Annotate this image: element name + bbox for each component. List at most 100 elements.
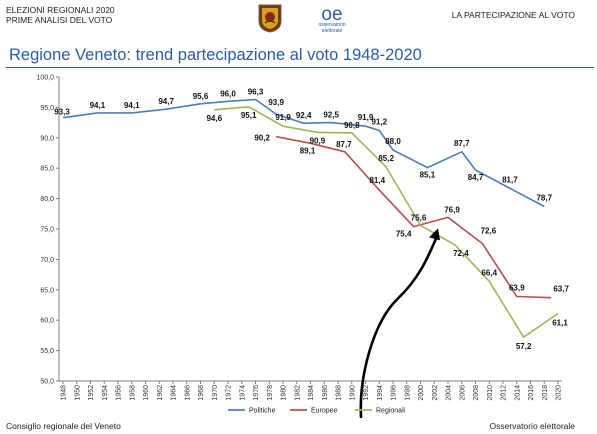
data-label-politiche: 93,3 [54, 108, 70, 117]
x-tick-label: 1994 [377, 385, 384, 401]
chart-title: Regione Veneto: trend partecipazione al … [9, 46, 422, 64]
data-label-regionali: 91,9 [275, 113, 291, 122]
data-label-regionali: 90,8 [344, 121, 360, 130]
x-tick-label: 2000 [418, 385, 425, 401]
data-label-europee: 76,9 [444, 205, 460, 214]
data-label-politiche: 84,7 [468, 173, 484, 182]
y-tick-label: 50,0 [40, 379, 54, 386]
x-tick-label: 2012 [501, 385, 508, 401]
data-label-regionali: 75,6 [411, 213, 427, 222]
y-tick-label: 85,0 [40, 166, 54, 173]
x-tick-label: 2014 [514, 385, 521, 401]
data-label-europee: 87,7 [336, 140, 352, 149]
y-tick-label: 70,0 [40, 257, 54, 264]
data-label-politiche: 94,1 [124, 101, 140, 110]
data-label-politiche: 93,9 [268, 98, 284, 107]
annotation-arrow-head [429, 228, 440, 241]
data-label-politiche: 78,7 [536, 194, 552, 203]
x-tick-label: 2020 [556, 385, 563, 401]
data-label-europee: 75,4 [396, 230, 412, 239]
header-subtitle-block: ELEZIONI REGIONALI 2020 PRIME ANALISI DE… [6, 5, 115, 25]
x-tick-label: 1988 [336, 385, 343, 401]
x-tick-label: 1990 [349, 385, 356, 401]
data-label-europee: 81,4 [369, 176, 385, 185]
x-tick-label: 2006 [459, 385, 466, 401]
y-tick-label: 60,0 [40, 318, 54, 325]
x-tick-label: 2010 [487, 385, 494, 401]
header-line-2: PRIME ANALISI DEL VOTO [6, 15, 113, 25]
y-tick-label: 65,0 [40, 287, 54, 294]
data-label-politiche: 94,7 [158, 97, 174, 106]
y-tick-label: 75,0 [40, 227, 54, 234]
annotation-arrow-shaft [359, 235, 439, 418]
data-label-politiche: 95,6 [193, 92, 209, 101]
data-label-politiche: 96,3 [248, 87, 264, 96]
oe-logo-caption: osservatorio elettorale [312, 22, 352, 34]
x-tick-label: 1982 [294, 385, 301, 401]
data-label-politiche: 87,7 [454, 139, 470, 148]
oe-logo-icon: oe [321, 4, 342, 25]
data-label-politiche: 92,4 [296, 111, 312, 120]
y-tick-label: 80,0 [40, 196, 54, 203]
x-tick-label: 2004 [446, 385, 453, 401]
x-tick-label: 1960 [143, 385, 150, 401]
series-line-regionali [214, 105, 559, 339]
x-tick-label: 2002 [432, 385, 439, 401]
x-tick-label: 1986 [322, 385, 329, 401]
data-label-regionali: 85,2 [378, 154, 394, 163]
footer-left-text: Consiglio regionale del Veneto [6, 421, 121, 431]
x-tick-label: 2018 [542, 385, 549, 401]
x-tick-label: 2008 [473, 385, 480, 401]
data-label-regionali: 90,9 [310, 136, 326, 145]
veneto-seal-logo [258, 4, 282, 33]
line-chart: 50,0 55,0 60,0 65,0 70,0 75,0 80,0 85,0 90,0 95,0… [36, 75, 569, 418]
data-label-politiche: 81,7 [502, 175, 518, 184]
y-tick-label: 55,0 [40, 348, 54, 355]
data-label-regionali: 72,4 [453, 249, 469, 258]
x-tick-label: 2016 [528, 385, 535, 401]
x-tick-label: 1974 [239, 385, 246, 401]
x-tick-label: 1996 [391, 385, 398, 401]
data-label-politiche: 88,0 [385, 137, 401, 146]
data-label-regionali: 61,1 [552, 319, 568, 328]
oe-logo-caption-line1: osservatorio [318, 22, 346, 28]
y-tick-label: 95,0 [40, 105, 54, 112]
x-tick-label: 1998 [404, 385, 411, 401]
title-divider [6, 67, 594, 68]
series-line-europee [275, 135, 552, 299]
x-tick-label: 1968 [198, 385, 205, 401]
x-tick-label: 1966 [184, 385, 191, 401]
x-tick-label: 1948 [61, 385, 68, 401]
data-label-politiche: 85,1 [420, 171, 436, 180]
data-label-politiche: 96,0 [220, 89, 236, 98]
data-label-europee: 63,9 [509, 283, 525, 292]
header-line-1: ELEZIONI REGIONALI 2020 [6, 5, 115, 15]
x-tick-label: 1972 [226, 385, 233, 401]
x-tick-label: 1970 [212, 385, 219, 401]
x-tick-label: 1980 [281, 385, 288, 401]
data-label-politiche: 91,2 [371, 118, 387, 127]
x-tick-label: 1976 [253, 385, 260, 401]
legend-label-regionali: Regionali [376, 408, 406, 415]
x-tick-label: 1952 [88, 385, 95, 401]
data-label-regionali: 66,4 [481, 268, 497, 277]
oe-logo-caption-line2: elettorale [321, 27, 343, 34]
data-label-regionali: 94,6 [206, 114, 222, 123]
x-tick-label: 1978 [267, 385, 274, 401]
data-label-regionali: 95,1 [241, 111, 257, 120]
x-tick-label: 1984 [308, 385, 315, 401]
x-tick-label: 1956 [116, 385, 123, 401]
data-label-europee: 63,7 [553, 285, 569, 294]
x-tick-label: 1958 [129, 385, 136, 401]
header-section-title: LA PARTECIPAZIONE AL VOTO [451, 10, 575, 20]
y-tick-label: 100,0 [36, 75, 54, 82]
svg-text:oe: oe [321, 4, 342, 23]
data-label-europee: 90,2 [254, 134, 270, 143]
y-tick-label: 90,0 [40, 135, 54, 142]
footer-right-text: Osservatorio elettorale [489, 421, 575, 431]
x-tick-label: 1954 [102, 385, 109, 401]
data-label-politiche: 92,5 [323, 111, 339, 120]
x-tick-label: 1950 [74, 385, 81, 401]
legend-label-europee: Europee [311, 408, 338, 415]
series-line-politiche [62, 98, 545, 208]
